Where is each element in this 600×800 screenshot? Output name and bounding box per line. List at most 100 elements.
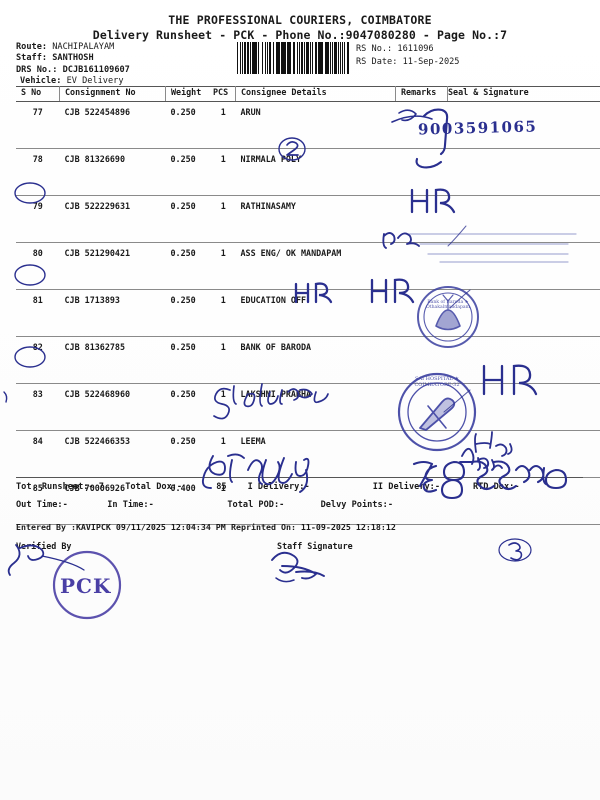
cell-weight: 0.250 bbox=[165, 336, 211, 384]
cell-consignment: CJB 81326690 bbox=[59, 148, 166, 196]
delvy-points: Delvy Points:- bbox=[320, 500, 393, 510]
total-dox-label: Total Dox:- bbox=[125, 482, 183, 492]
cell-pcs: 1 bbox=[211, 148, 236, 196]
reprinted-on: Reprinted On: 11-09-2025 12:18:12 bbox=[231, 522, 396, 532]
cell-sno: 80 bbox=[16, 242, 60, 290]
consignment-table: S No Consignment No Weight PCS Consignee… bbox=[16, 86, 600, 525]
total-pod: Total POD:- bbox=[227, 500, 285, 510]
times-row: Out Time:- In Time:- Total POD:- Delvy P… bbox=[16, 500, 583, 510]
staff-signature-label: Staff Signature bbox=[277, 541, 353, 551]
baroda-stamp-text: Bank of Baroda ★ Othakalmandapam bbox=[425, 300, 471, 310]
col-header-consignment: Consignment No bbox=[59, 86, 166, 102]
col-header-sno: S No bbox=[16, 86, 60, 102]
cell-remarks bbox=[395, 289, 448, 337]
col-header-remarks: Remarks bbox=[395, 86, 448, 102]
cell-weight: 0.250 bbox=[165, 195, 211, 243]
route-row: Route: NACHIPALAYAM bbox=[16, 42, 130, 53]
cell-sno: 79 bbox=[16, 195, 60, 243]
cell-seal bbox=[447, 289, 600, 337]
tot-runsheet: Tot. Runsheet:- 7 bbox=[16, 482, 104, 492]
sai-stamp-text: SAI HOSPITAL ★ COIMBATORE-32 bbox=[414, 376, 460, 388]
drs-label: DRS No.: bbox=[16, 64, 58, 75]
cell-pcs: 1 bbox=[211, 289, 236, 337]
cell-consignment: CJB 81362785 bbox=[59, 336, 166, 384]
second-delivery: II Delivery:- bbox=[372, 482, 441, 492]
cell-pcs: 1 bbox=[211, 383, 236, 431]
table-body: 77 CJB 522454896 0.250 1 ARUN 78 CJB 81326690 0… bbox=[16, 101, 600, 525]
cell-consignment: CJB 521290421 bbox=[59, 242, 166, 290]
cell-weight: 0.250 bbox=[165, 242, 211, 290]
verified-by-label: Verified By bbox=[16, 541, 72, 551]
table-header-row: S No Consignment No Weight PCS Consignee… bbox=[16, 86, 600, 102]
cell-pcs: 1 bbox=[211, 430, 236, 478]
sai-stamp-label: SAI HOSPITAL ★ COIMBATORE-32 bbox=[402, 376, 472, 388]
cell-consignee: ARUN bbox=[235, 101, 396, 149]
cell-remarks bbox=[395, 148, 448, 196]
cell-seal bbox=[447, 242, 600, 290]
cell-weight: 0.250 bbox=[165, 101, 211, 149]
cell-remarks bbox=[395, 242, 448, 290]
table-row: 84 CJB 522466353 0.250 1 LEEMA bbox=[16, 430, 600, 478]
cell-remarks bbox=[395, 430, 448, 478]
print-meta-row: Entered By :KAVIPCK 09/11/2025 12:04:34 … bbox=[16, 522, 583, 532]
cell-consignment: CJB 522468960 bbox=[59, 383, 166, 431]
staff-row: Staff: SANTHOSH bbox=[16, 53, 130, 64]
cell-pcs: 1 bbox=[211, 195, 236, 243]
pck-stamp-text: PCK bbox=[60, 574, 112, 598]
rs-date: RS Date: 11-Sep-2025 bbox=[356, 56, 460, 67]
cell-sno: 77 bbox=[16, 101, 60, 149]
col-header-consignee: Consignee Details bbox=[235, 86, 396, 102]
rtd-dox: RTD Dox:- bbox=[472, 482, 520, 492]
cell-consignee: LAKSHMI PRABHA bbox=[235, 383, 396, 431]
rs-number: RS No.: 1611096 bbox=[356, 44, 434, 54]
cell-sno: 78 bbox=[16, 148, 60, 196]
staff-value: SANTHOSH bbox=[52, 53, 94, 64]
route-label: Route: bbox=[16, 42, 48, 52]
vehicle-value: EV Delivery bbox=[66, 76, 124, 87]
cell-consignee: BANK OF BARODA bbox=[235, 336, 396, 384]
cell-consignee: ASS ENG/ OK MANDAPAM bbox=[235, 242, 396, 290]
cell-sno: 82 bbox=[16, 336, 60, 384]
cell-seal bbox=[447, 195, 600, 243]
totals-row: Tot. Runsheet:- 7 Total Dox:- 85 I Deliv… bbox=[16, 477, 583, 492]
cell-consignee: NIRMALA POLY bbox=[235, 148, 396, 196]
cell-weight: 0.250 bbox=[165, 148, 211, 196]
barcode-icon bbox=[237, 42, 350, 74]
drs-row: DRS No.: DCJB161109607 bbox=[16, 65, 130, 76]
cell-weight: 0.250 bbox=[165, 430, 211, 478]
col-header-pcs: PCS bbox=[211, 86, 236, 102]
cell-pcs: 1 bbox=[211, 336, 236, 384]
table-row: 83 CJB 522468960 0.250 1 LAKSHMI PRABHA bbox=[16, 383, 600, 431]
table-row: 78 CJB 81326690 0.250 1 NIRMALA POLY bbox=[16, 148, 600, 196]
cell-seal bbox=[447, 383, 600, 431]
table-row: 79 CJB 522229631 0.250 1 RATHINASAMY bbox=[16, 195, 600, 243]
cell-consignment: CJB 70006926 bbox=[59, 477, 166, 525]
cell-remarks bbox=[395, 383, 448, 431]
col-header-weight: Weight bbox=[165, 86, 211, 102]
cell-consignment: CJB 522229631 bbox=[59, 195, 166, 243]
cell-consignee: LEEMA bbox=[235, 430, 396, 478]
drs-value: DCJB161109607 bbox=[62, 64, 130, 75]
cell-consignee: RATHINASAMY bbox=[235, 195, 396, 243]
cell-consignment: CJB 1713893 bbox=[59, 289, 166, 337]
baroda-stamp-label: Bank of Baroda ★ Othakalmandapam bbox=[418, 300, 478, 310]
cell-consignment: CJB 522454896 bbox=[59, 101, 166, 149]
phone-note-handwriting: 9003591065 bbox=[417, 117, 538, 139]
cell-weight: 0.250 bbox=[165, 289, 211, 337]
cell-pcs: 1 bbox=[211, 242, 236, 290]
cell-seal bbox=[447, 148, 600, 196]
entered-by: Entered By :KAVIPCK 09/11/2025 12:04:34 … bbox=[16, 522, 226, 532]
signature-row: Verified By Staff Signature bbox=[16, 541, 583, 551]
cell-consignment: CJB 522466353 bbox=[59, 430, 166, 478]
total-dox-value: 85 bbox=[216, 482, 227, 492]
first-delivery: I Delivery:- bbox=[247, 482, 310, 492]
vehicle-row: Vehicle: EV Delivery bbox=[16, 76, 130, 87]
company-title: THE PROFESSIONAL COURIERS, COIMBATORE bbox=[168, 13, 432, 27]
staff-label: Staff: bbox=[16, 53, 48, 64]
out-time: Out Time:- bbox=[16, 500, 68, 510]
cell-seal bbox=[447, 101, 600, 149]
cell-sno: 83 bbox=[16, 383, 60, 431]
route-value: NACHIPALAYAM bbox=[52, 42, 115, 52]
table-row: 81 CJB 1713893 0.250 1 EDUCATION OFF bbox=[16, 289, 600, 337]
